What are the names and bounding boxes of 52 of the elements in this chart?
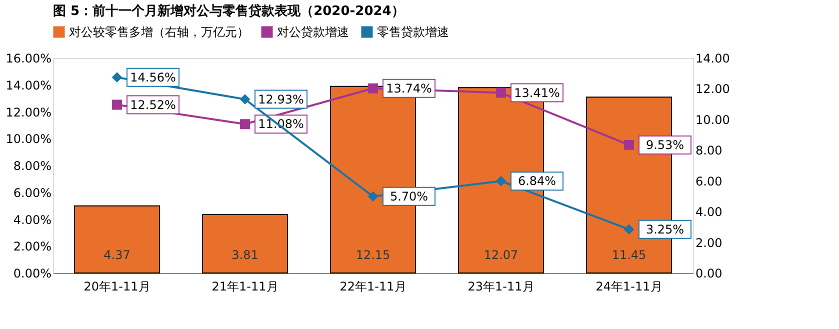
y-tick-label: 0.00%: [13, 266, 52, 280]
x-tick-label: 24年1-11月: [596, 280, 662, 294]
y-tick-label: 8.00%: [13, 159, 52, 173]
x-tick-label: 21年1-11月: [212, 280, 278, 294]
y-tick-label: 16.00%: [6, 52, 52, 66]
x-tick-label: 23年1-11月: [468, 280, 534, 294]
y2-tick-label: 14.00: [696, 52, 730, 66]
y2-tick-label: 6.00: [696, 174, 722, 188]
bar: [74, 205, 160, 274]
point: [368, 191, 378, 202]
data-label: 11.45: [612, 248, 646, 262]
y2-tick-label: 2.00: [696, 236, 722, 250]
data-label: 13.74%: [386, 81, 432, 96]
data-label: 12.15: [356, 248, 390, 262]
legend-label: 对公较零售多增（右轴，万亿元）: [69, 25, 249, 39]
data-label: 5.70%: [390, 189, 428, 204]
y-tick-label: 12.00%: [6, 105, 52, 120]
y-tick-label: 2.00%: [13, 240, 52, 254]
y2-tick-label: 10.00: [696, 112, 730, 127]
point: [624, 224, 634, 234]
point: [496, 88, 506, 98]
x-tick-label: 20年1-11月: [84, 280, 150, 294]
y-tick-label: 10.00%: [6, 132, 52, 146]
y2-tick-label: 12.00: [696, 82, 730, 96]
data-label: 6.84%: [518, 174, 556, 188]
bar: [202, 214, 288, 274]
x-tick-label: 22年1-11月: [340, 280, 406, 294]
point: [240, 119, 250, 130]
point: [240, 94, 250, 104]
point: [112, 100, 122, 110]
data-label: 3.81: [232, 248, 258, 262]
legend-label: 零售贷款增速: [377, 25, 449, 39]
point: [624, 140, 634, 150]
point: [368, 83, 378, 94]
y2-tick-label: 8.00: [696, 144, 722, 158]
data-label: 12.07: [484, 248, 518, 262]
point: [496, 176, 506, 186]
data-label: 4.37: [104, 248, 130, 262]
y-tick-label: 14.00%: [6, 78, 52, 92]
legend-label: 对公贷款增速: [277, 25, 349, 39]
chart-title: 图 5：前十一个月新增对公与零售贷款表现（2020-2024）: [53, 3, 404, 19]
data-label: 14.56%: [130, 70, 176, 84]
y2-tick-label: 0.00: [696, 266, 722, 280]
data-label: 9.53%: [646, 138, 684, 152]
y2-tick-label: 4.00: [696, 205, 722, 220]
point: [112, 72, 122, 82]
y-tick-label: 6.00%: [13, 186, 52, 200]
y-tick-label: 4.00%: [13, 212, 52, 227]
data-label: 13.41%: [514, 86, 560, 100]
data-label: 12.93%: [258, 92, 304, 106]
data-label: 12.52%: [130, 98, 176, 112]
data-label: 3.25%: [646, 222, 684, 236]
